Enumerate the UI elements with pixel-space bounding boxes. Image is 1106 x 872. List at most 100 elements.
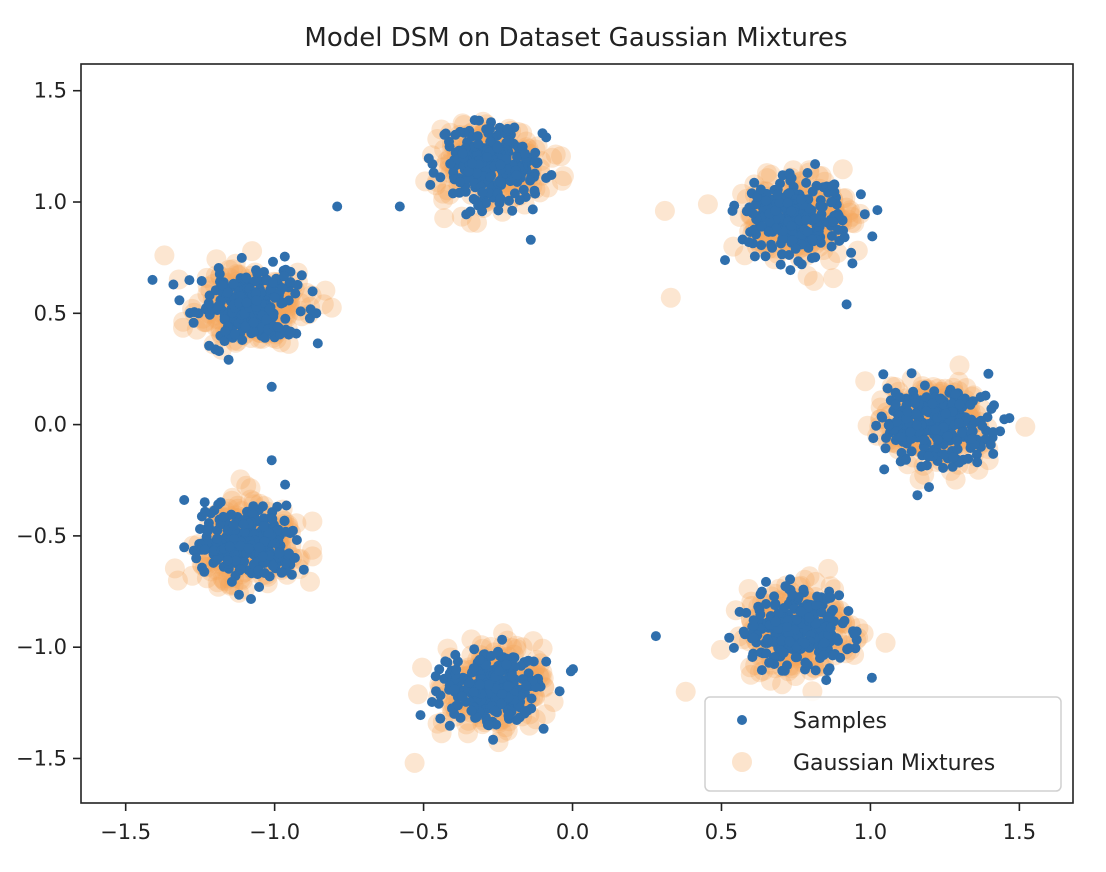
samples-point [1004, 413, 1015, 424]
samples-point [312, 338, 323, 349]
samples-point [901, 454, 911, 465]
samples-point [842, 644, 853, 655]
samples-point [449, 684, 460, 695]
x-tick-label: −1.0 [249, 820, 300, 844]
samples-point [911, 408, 922, 419]
samples-point [841, 299, 852, 310]
samples-point [786, 220, 797, 231]
samples-point [475, 679, 486, 690]
samples-point [415, 710, 426, 721]
samples-point [810, 252, 821, 263]
samples-point [511, 170, 522, 180]
gaussian-mixtures-point [654, 200, 675, 221]
samples-point [774, 197, 785, 208]
samples-point [502, 123, 513, 134]
samples-point [952, 436, 963, 446]
samples-point [445, 158, 456, 169]
samples-point [280, 479, 291, 490]
samples-point [485, 172, 496, 183]
samples-point [435, 713, 446, 724]
samples-point [482, 152, 493, 163]
gaussian-mixtures-point [840, 200, 861, 221]
samples-point [467, 158, 477, 169]
samples-point [537, 128, 548, 139]
samples-point [796, 194, 807, 205]
samples-point [332, 201, 343, 212]
samples-point [251, 295, 262, 306]
x-tick-label: 1.0 [854, 820, 887, 844]
samples-point [199, 497, 210, 508]
samples-point [494, 666, 504, 676]
samples-point [257, 501, 268, 512]
samples-point [826, 231, 837, 241]
samples-point [442, 657, 453, 668]
samples-point [538, 723, 549, 734]
samples-point [760, 251, 771, 262]
samples-point [871, 420, 882, 431]
samples-point [439, 129, 450, 140]
y-tick-label: −1.5 [16, 746, 67, 770]
gaussian-mixtures-point [532, 638, 553, 659]
samples-point [821, 675, 832, 686]
samples-point [518, 184, 529, 195]
samples-point [787, 589, 798, 600]
samples-point [217, 280, 228, 291]
samples-point [468, 687, 479, 697]
samples-point [254, 582, 265, 592]
y-tick-label: −1.0 [16, 635, 67, 659]
samples-point [847, 258, 858, 269]
samples-point [895, 432, 906, 442]
samples-point [761, 576, 771, 587]
samples-point [912, 490, 923, 501]
samples-point [435, 172, 446, 183]
samples-point [274, 548, 285, 559]
samples-point [281, 500, 292, 511]
gaussian-mixtures-point [538, 177, 559, 198]
samples-point [954, 418, 964, 428]
samples-point [778, 647, 789, 658]
samples-point [911, 420, 922, 431]
samples-point [213, 301, 224, 312]
samples-point [867, 231, 878, 242]
samples-point [464, 677, 475, 688]
samples-point [248, 317, 259, 328]
samples-point [295, 306, 306, 317]
gaussian-mixtures-point [818, 558, 839, 579]
samples-point [259, 568, 270, 578]
gaussian-mixtures-point [302, 539, 323, 560]
samples-point [199, 566, 210, 577]
samples-point [214, 269, 225, 279]
samples-point [272, 322, 283, 332]
samples-point [277, 283, 288, 293]
samples-point [204, 340, 215, 351]
samples-point [252, 268, 263, 279]
samples-point [223, 354, 234, 365]
samples-point [891, 416, 902, 427]
samples-point [837, 618, 848, 629]
gaussian-mixtures-point [182, 565, 203, 586]
samples-point [504, 195, 514, 206]
samples-point [174, 295, 185, 306]
gaussian-mixtures-point [497, 720, 518, 741]
samples-point [966, 433, 977, 444]
samples-point [784, 250, 795, 260]
gaussian-mixtures-point [506, 635, 527, 656]
gaussian-mixtures-point [208, 576, 229, 597]
samples-point [196, 276, 207, 286]
samples-point [800, 657, 811, 668]
samples-point [819, 637, 830, 648]
gaussian-mixtures-point [875, 632, 896, 653]
gaussian-mixtures-point [823, 268, 844, 289]
samples-point [747, 208, 758, 219]
samples-point [749, 177, 760, 188]
samples-point [285, 326, 296, 337]
samples-point [279, 516, 290, 527]
samples-point [254, 542, 265, 553]
samples-point [486, 650, 497, 661]
gaussian-mixtures-point [164, 558, 185, 579]
samples-point [784, 188, 795, 198]
samples-point [493, 205, 504, 216]
samples-point [246, 594, 256, 604]
samples-point [268, 277, 278, 288]
samples-point [501, 659, 512, 670]
